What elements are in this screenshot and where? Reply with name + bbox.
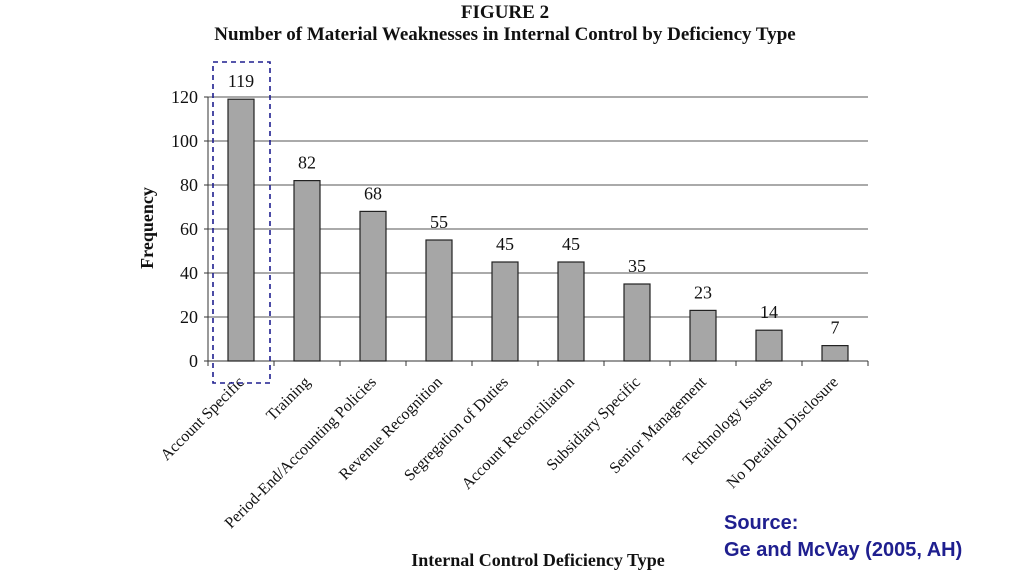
bars bbox=[227, 98, 849, 362]
data-label: 7 bbox=[831, 318, 840, 338]
figure-label: FIGURE 2 bbox=[460, 2, 550, 23]
data-label: 45 bbox=[562, 234, 580, 254]
data-label: 55 bbox=[430, 212, 448, 232]
y-tick-label: 100 bbox=[171, 131, 198, 151]
highlight-box bbox=[212, 61, 271, 384]
data-labels: 119 82 68 55 45 45 35 23 14 7 bbox=[228, 71, 840, 337]
category-label: Training bbox=[263, 374, 314, 425]
bar-senior-management bbox=[689, 309, 717, 362]
bar-account-reconciliation bbox=[557, 261, 585, 362]
category-label: Account Specific bbox=[158, 374, 248, 464]
source-citation: Ge and McVay (2005, AH) bbox=[724, 539, 963, 561]
chart-title: Number of Material Weaknesses in Interna… bbox=[214, 24, 796, 45]
bar-segregation-of-duties bbox=[491, 261, 519, 362]
bar-technology-issues bbox=[755, 329, 783, 362]
data-label: 119 bbox=[228, 71, 254, 91]
bar-no-detailed-disclosure bbox=[821, 345, 849, 362]
source-label: Source: bbox=[724, 512, 799, 534]
y-tick-label: 0 bbox=[189, 351, 198, 371]
category-label: No Detailed Disclosure bbox=[724, 374, 842, 492]
bar-subsidiary-specific bbox=[623, 283, 651, 362]
highlight-box-account-specific bbox=[212, 61, 271, 384]
bar-account-specific bbox=[227, 98, 255, 362]
data-label: 23 bbox=[694, 282, 712, 302]
data-label: 35 bbox=[628, 256, 646, 276]
y-axis-label: Frequency bbox=[137, 187, 157, 269]
data-label: 14 bbox=[760, 302, 778, 322]
y-tick-label: 40 bbox=[180, 263, 198, 283]
y-tick-label: 120 bbox=[171, 87, 198, 107]
data-label: 68 bbox=[364, 183, 382, 203]
bar-period-end-accounting-policies bbox=[359, 210, 387, 362]
bar-training bbox=[293, 180, 321, 362]
y-tick-label: 80 bbox=[180, 175, 198, 195]
category-label: Account Reconciliation bbox=[459, 374, 578, 493]
x-axis-label: Internal Control Deficiency Type bbox=[411, 550, 664, 570]
data-label: 82 bbox=[298, 153, 316, 173]
bar-revenue-recognition bbox=[425, 239, 453, 362]
data-label: 45 bbox=[496, 234, 514, 254]
y-tick-label: 20 bbox=[180, 307, 198, 327]
category-labels: Account Specific TrainingPeriod-End/Accou… bbox=[158, 373, 842, 532]
source-note: Source: Ge and McVay (2005, AH) bbox=[724, 510, 962, 564]
y-tick-label: 60 bbox=[180, 219, 198, 239]
